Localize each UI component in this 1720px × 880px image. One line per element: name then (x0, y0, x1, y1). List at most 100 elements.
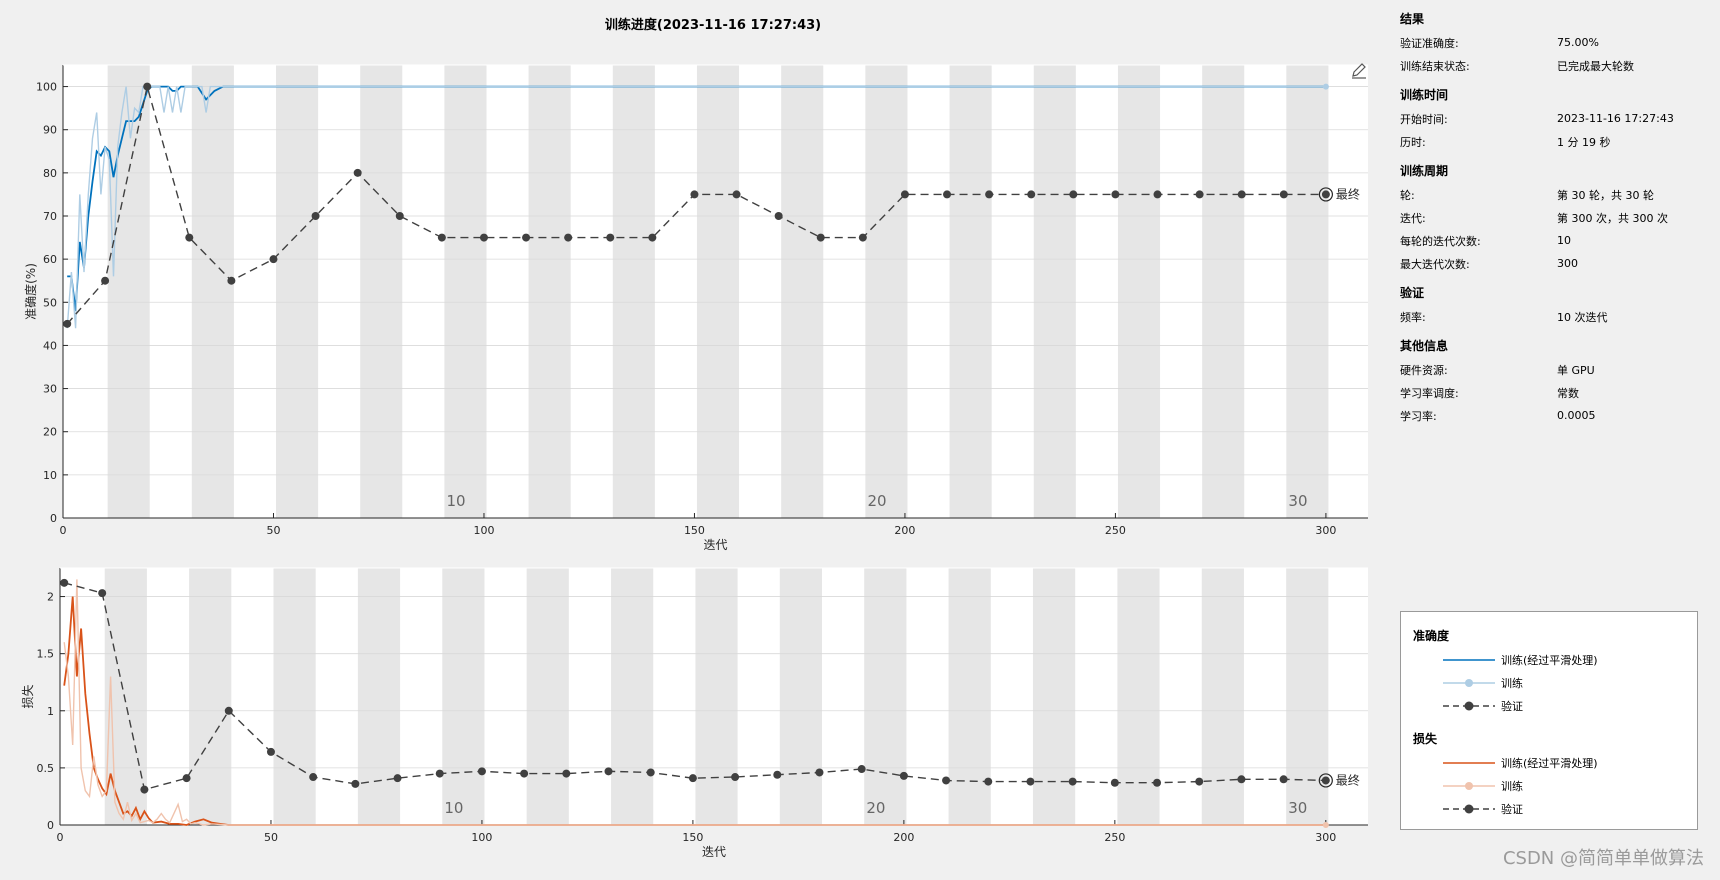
validation-point (943, 190, 952, 199)
info-row: 硬件资源: 单 GPU (1400, 358, 1700, 381)
info-value: 2023-11-16 17:27:43 (1557, 112, 1674, 125)
epoch-band (865, 65, 908, 518)
info-key: 迭代: (1400, 211, 1426, 225)
validation-point (140, 785, 149, 794)
epoch-band (695, 568, 738, 825)
validation-point (984, 777, 993, 786)
info-key: 最大迭代次数: (1400, 257, 1470, 271)
legend-loss-val: 验证 (1443, 800, 1523, 818)
validation-point (648, 233, 657, 242)
legend-loss-title: 损失 (1413, 732, 1438, 746)
y-tick-label: 80 (43, 167, 57, 180)
epoch-band (611, 568, 654, 825)
legend-line-marker-icon (1443, 782, 1495, 790)
validation-point (477, 767, 486, 776)
legend-acc-train: 训练 (1443, 674, 1523, 692)
x-tick-label: 300 (1315, 524, 1336, 537)
legend-accuracy-title: 准确度 (1413, 629, 1450, 643)
y-tick-label: 10 (43, 469, 57, 482)
info-value: 已完成最大轮数 (1557, 59, 1634, 73)
validation-point (900, 190, 909, 199)
info-section-title: 验证 (1400, 286, 1425, 300)
info-value: 1 分 19 秒 (1557, 135, 1611, 149)
y-tick-label: 1.5 (37, 648, 55, 661)
validation-point (311, 212, 320, 220)
validation-point (773, 770, 782, 779)
info-row: 学习率调度: 常数 (1400, 381, 1700, 404)
x-tick-label: 150 (684, 524, 705, 537)
validation-point (942, 776, 951, 785)
x-tick-label: 100 (473, 524, 494, 537)
epoch-band (779, 568, 823, 825)
epoch-band (276, 65, 319, 518)
info-row: 最大迭代次数: 300 (1400, 252, 1700, 275)
validation-point (98, 589, 107, 598)
validation-point (857, 765, 866, 774)
epoch-label: 20 (867, 492, 886, 510)
x-tick-label: 300 (1315, 831, 1336, 844)
validation-point (1068, 777, 1077, 786)
validation-point (393, 774, 402, 783)
validation-point (63, 319, 72, 328)
epoch-band (948, 568, 991, 825)
validation-point (688, 774, 697, 783)
legend-label: 训练 (1501, 780, 1523, 793)
y-tick-label: 0 (47, 819, 54, 832)
epoch-band (1201, 568, 1244, 825)
info-value: 0.0005 (1557, 409, 1596, 422)
epoch-band (612, 65, 655, 518)
y-axis-label: 准确度(%) (23, 263, 38, 320)
epoch-band (189, 568, 232, 825)
legend-acc-val: 验证 (1443, 697, 1523, 715)
validation-point (1195, 190, 1204, 199)
validation-point (1195, 777, 1204, 786)
epoch-band (526, 568, 569, 825)
x-tick-label: 50 (264, 831, 278, 844)
x-tick-label: 250 (1104, 831, 1125, 844)
epoch-band (1033, 65, 1076, 518)
validation-point (437, 233, 446, 242)
epoch-band (864, 568, 907, 825)
validation-point (224, 706, 233, 715)
info-value: 10 (1557, 234, 1571, 247)
info-row: 开始时间: 2023-11-16 17:27:43 (1400, 107, 1700, 130)
legend-acc-smooth: 训练(经过平滑处理) (1443, 651, 1598, 669)
train-last-point (1322, 822, 1329, 828)
watermark: CSDN @简简单单做算法 (1502, 848, 1704, 869)
epoch-band (1032, 568, 1076, 825)
x-tick-label: 0 (57, 831, 64, 844)
epoch-label: 10 (447, 492, 466, 510)
validation-point (182, 774, 191, 783)
training-info-panel: 结果 验证准确度: 75.00% 训练结束状态: 已完成最大轮数 训练时间 开始时间: 202… (1400, 6, 1700, 427)
validation-point (899, 771, 908, 780)
legend-dashed-marker-icon (1443, 804, 1495, 814)
info-key: 验证准确度: (1400, 36, 1459, 50)
legend-label: 验证 (1501, 803, 1523, 816)
y-tick-label: 90 (43, 124, 57, 137)
epoch-label: 30 (1288, 799, 1307, 817)
epoch-band (442, 568, 485, 825)
validation-point (1069, 190, 1078, 199)
x-axis-label: 迭代 (703, 538, 727, 552)
x-tick-label: 50 (266, 524, 280, 537)
epoch-label: 10 (444, 799, 463, 817)
validation-point (1153, 778, 1162, 787)
accuracy-axes[interactable]: 0 50 100 150 200 250 300 0 10 20 30 40 50 60 70 80 90 100… (23, 64, 1368, 552)
info-section-title: 训练时间 (1400, 88, 1449, 102)
epoch-band (1202, 65, 1245, 518)
y-tick-label: 50 (43, 296, 57, 309)
x-tick-label: 100 (471, 831, 492, 844)
y-tick-label: 40 (43, 339, 57, 352)
epoch-band (107, 65, 150, 518)
info-section-title: 训练周期 (1400, 164, 1449, 178)
validation-point (604, 767, 613, 776)
validation-point (227, 276, 236, 285)
loss-axes[interactable]: 0 50 100 150 200 250 300 0 0.5 1 1.5 2 迭代 损失 10 20 30 最终 (20, 567, 1368, 859)
validation-point (101, 276, 110, 285)
legend-label: 验证 (1501, 700, 1523, 713)
info-row: 每轮的迭代次数: 10 (1400, 229, 1700, 252)
edit-plot-icon[interactable] (1350, 62, 1368, 80)
epoch-band (949, 65, 992, 518)
info-row: 频率: 10 次迭代 (1400, 305, 1700, 328)
validation-point (562, 769, 571, 778)
